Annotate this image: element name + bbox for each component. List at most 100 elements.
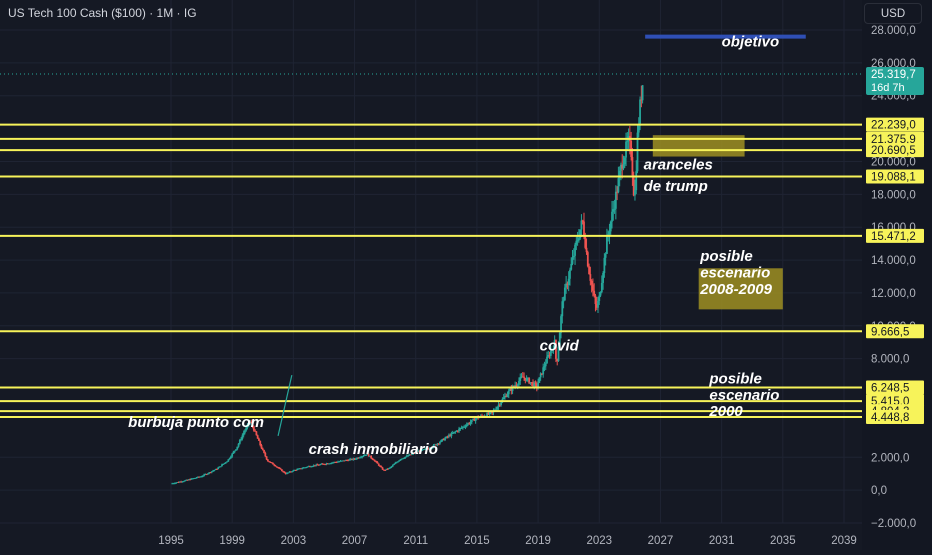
candle-body: [247, 424, 250, 426]
candle-body: [598, 295, 601, 301]
candle-body: [547, 355, 550, 357]
candle-body: [469, 422, 472, 424]
candle-body: [172, 483, 175, 485]
y-tick-label: 20.000,0: [871, 156, 916, 168]
candle-body: [277, 467, 279, 469]
candle-body: [199, 476, 202, 478]
candle-body: [435, 444, 438, 446]
candle-body: [328, 463, 330, 465]
level-price-tag: [866, 324, 924, 339]
currency-selector[interactable]: USD: [864, 3, 922, 24]
candle-body: [232, 451, 235, 454]
annotation-text: escenario: [709, 387, 779, 404]
candle-body: [431, 447, 434, 449]
candle-body: [607, 234, 610, 236]
candle-body: [208, 472, 211, 474]
candle-body: [572, 255, 575, 258]
candle-body: [384, 470, 387, 472]
candle-body: [288, 471, 291, 473]
candle-body: [354, 458, 357, 460]
trend-line[interactable]: [277, 374, 293, 437]
candle-body: [382, 469, 385, 471]
candle-body: [370, 455, 373, 459]
candle-body: [535, 383, 538, 388]
candle-body: [403, 457, 406, 459]
candle-body: [589, 274, 592, 281]
candle-body: [393, 464, 395, 466]
candle-body: [273, 464, 276, 466]
candle-body: [221, 464, 223, 467]
candle-body: [386, 468, 389, 470]
candle-body: [338, 461, 341, 463]
candle-body: [260, 445, 263, 449]
x-tick-label: 1995: [158, 535, 184, 547]
candle-body: [458, 428, 460, 432]
candle-body: [593, 290, 596, 296]
candle-body: [460, 427, 463, 429]
candle-body: [463, 426, 466, 428]
annotation-text: posible: [708, 370, 762, 387]
candle-body: [286, 472, 288, 475]
candle-body: [533, 382, 536, 387]
candle-body: [603, 257, 606, 273]
candle-body: [490, 411, 492, 413]
candle-body: [432, 444, 435, 448]
candle-body: [585, 247, 588, 253]
x-tick-label: 2011: [403, 535, 428, 547]
candle-body: [606, 235, 608, 254]
candle-body: [230, 456, 232, 459]
current-price-label: 25.319,7: [871, 69, 916, 81]
candle-body: [312, 465, 315, 467]
candle-body: [316, 464, 319, 466]
candle-body: [209, 472, 212, 474]
candle-body: [204, 474, 207, 476]
candle-body: [303, 467, 306, 469]
candle-body: [516, 384, 519, 386]
candle-body: [236, 446, 239, 450]
candle-body: [446, 436, 449, 438]
level-price-label: 9.666,5: [871, 326, 909, 338]
candle-body: [626, 141, 629, 143]
annotation-text: aranceles: [644, 157, 713, 174]
candle-body: [356, 457, 358, 459]
candle-body: [193, 478, 195, 480]
candle-body: [590, 280, 593, 285]
candle-body: [358, 457, 361, 459]
candle-body: [372, 459, 375, 461]
candle-body: [602, 272, 604, 283]
candle-body: [317, 464, 320, 466]
candle-body: [301, 468, 304, 470]
candle-body: [558, 332, 561, 347]
candle-body: [335, 462, 338, 464]
candle-body: [388, 467, 390, 469]
candle-body: [263, 449, 265, 453]
candle-body: [524, 377, 527, 381]
candle-body: [538, 377, 541, 383]
candle-body: [640, 99, 643, 101]
candle-body: [266, 459, 269, 462]
candle-body: [385, 468, 388, 471]
x-tick-label: 2003: [281, 535, 307, 547]
candle-body: [583, 221, 585, 237]
level-price-tag: [866, 169, 924, 184]
candle-body: [641, 85, 644, 101]
candle-body: [612, 209, 615, 212]
candle-body: [500, 402, 503, 405]
candle-body: [269, 461, 272, 463]
candle-body: [552, 348, 555, 350]
candle-body: [631, 157, 634, 176]
candle-body: [235, 449, 237, 451]
candle-body: [246, 424, 249, 428]
candle-body: [227, 459, 230, 462]
level-price-label: 19.088,1: [871, 171, 916, 183]
candle-body: [581, 220, 584, 222]
x-tick-label: 2031: [709, 535, 735, 547]
candle-body: [537, 382, 539, 388]
candle-body: [391, 465, 394, 467]
candle-body: [302, 467, 305, 469]
candle-body: [376, 461, 379, 464]
candle-body: [595, 304, 598, 308]
candle-body: [324, 464, 327, 466]
y-tick-label: 2.000,0: [871, 452, 909, 464]
